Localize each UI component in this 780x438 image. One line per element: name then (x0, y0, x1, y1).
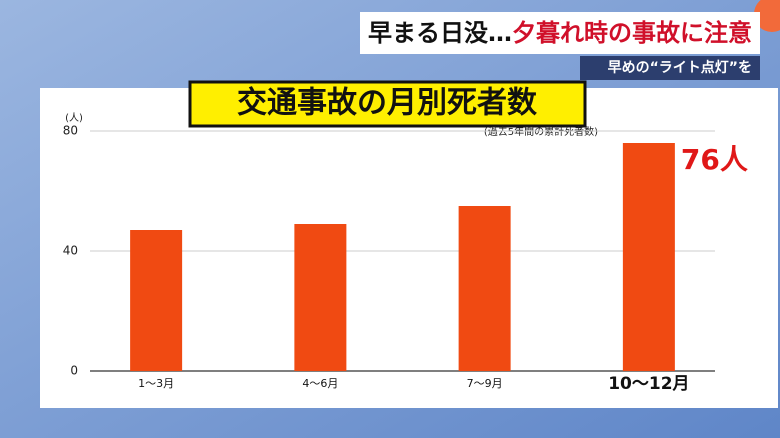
bar (294, 224, 347, 371)
y-tick-label: 40 (63, 244, 78, 258)
value-label: 76人 (681, 143, 748, 176)
plot: 0 40 80 1〜3月 4〜6月 7〜9月 10〜12月 76人 (63, 124, 748, 395)
title-box (188, 80, 587, 128)
bar (130, 230, 183, 371)
headline-lead: 早まる日没… (368, 19, 512, 47)
x-tick-label: 7〜9月 (467, 377, 503, 390)
y-axis-label: (人) (65, 112, 83, 124)
bar (458, 206, 511, 371)
bar (622, 143, 675, 371)
x-tick-label: 1〜3月 (138, 377, 174, 390)
headline-box (360, 12, 760, 54)
logo (754, 0, 780, 32)
chart-title: 交通事故の月別死者数 (237, 86, 538, 121)
subheadline: 早めの“ライト点灯”を (608, 59, 752, 76)
x-tick-label: 10〜12月 (608, 374, 689, 394)
headline-main: 夕暮れ時の事故に注意 (512, 19, 752, 47)
x-tick-label: 4〜6月 (302, 377, 338, 390)
y-tick-label: 0 (70, 364, 78, 378)
subheadline-box (580, 56, 760, 80)
y-tick-label: 80 (63, 124, 78, 138)
headline: 早まる日没…夕暮れ時の事故に注意 (368, 19, 752, 47)
